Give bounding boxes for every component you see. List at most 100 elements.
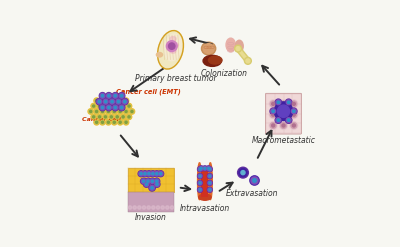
Circle shape [277,105,290,117]
Circle shape [112,93,118,99]
Circle shape [290,122,298,129]
Circle shape [198,188,202,192]
Circle shape [199,182,201,184]
Circle shape [94,109,99,113]
Circle shape [160,173,162,175]
Circle shape [282,113,285,116]
Ellipse shape [168,43,174,47]
Circle shape [96,100,98,102]
Circle shape [125,100,127,102]
Circle shape [139,171,143,176]
Circle shape [112,120,117,125]
Bar [128,192,174,212]
Circle shape [198,181,202,185]
Circle shape [96,110,98,112]
Circle shape [275,117,282,123]
Circle shape [236,47,240,51]
Circle shape [109,103,114,109]
Circle shape [276,100,281,105]
Circle shape [106,93,111,98]
Ellipse shape [156,53,162,57]
Circle shape [154,181,160,187]
Circle shape [89,109,93,113]
Circle shape [150,171,156,177]
Circle shape [122,99,128,105]
Circle shape [118,93,125,99]
Circle shape [104,105,106,107]
Text: Cancer cell (EMT): Cancer cell (EMT) [116,89,181,95]
Circle shape [170,206,174,209]
Circle shape [155,182,159,186]
Circle shape [198,174,202,179]
Circle shape [290,111,298,119]
Circle shape [119,100,121,102]
Circle shape [138,206,141,209]
Ellipse shape [202,42,216,55]
Circle shape [102,110,104,112]
Circle shape [125,121,127,123]
Circle shape [112,120,116,124]
Circle shape [241,171,245,175]
Text: Invasion: Invasion [135,213,167,223]
Circle shape [110,105,112,107]
Circle shape [293,110,295,112]
Circle shape [114,103,120,109]
Ellipse shape [164,34,182,61]
Circle shape [147,180,149,182]
Circle shape [146,171,152,177]
Circle shape [199,175,201,177]
Ellipse shape [203,44,214,54]
Circle shape [288,119,290,121]
Circle shape [110,116,112,118]
Circle shape [99,93,106,99]
Circle shape [112,104,118,111]
Circle shape [151,171,155,176]
Circle shape [146,179,150,184]
Circle shape [207,167,212,172]
Circle shape [142,171,148,177]
Circle shape [128,105,130,107]
Circle shape [100,105,105,110]
Circle shape [141,179,146,184]
Text: Cancer cell: Cancer cell [82,117,121,122]
Circle shape [156,173,158,175]
Circle shape [207,187,212,192]
Circle shape [94,120,99,125]
Circle shape [282,124,285,127]
Circle shape [199,166,203,170]
Circle shape [269,100,277,108]
Circle shape [277,101,280,103]
Circle shape [140,173,142,175]
Circle shape [199,166,204,171]
Circle shape [198,187,202,192]
Circle shape [102,99,109,105]
Text: Extravasation: Extravasation [225,189,278,198]
Circle shape [272,113,275,116]
Circle shape [108,106,110,109]
Circle shape [104,101,107,103]
Circle shape [107,110,110,112]
Circle shape [101,106,104,109]
Circle shape [207,181,212,185]
Circle shape [112,109,116,113]
Circle shape [115,99,122,105]
Circle shape [202,166,207,171]
Circle shape [251,177,258,184]
Circle shape [161,206,164,209]
Circle shape [106,105,111,110]
Circle shape [208,181,212,185]
Circle shape [117,101,120,103]
Circle shape [92,104,96,108]
Circle shape [112,98,117,103]
Circle shape [102,121,104,123]
Circle shape [119,110,121,112]
Circle shape [94,109,99,114]
Circle shape [206,166,211,171]
Circle shape [98,104,102,108]
Circle shape [250,176,259,185]
Circle shape [150,185,154,190]
Circle shape [122,105,124,107]
Circle shape [166,41,177,52]
Circle shape [292,102,295,105]
Ellipse shape [208,56,222,64]
